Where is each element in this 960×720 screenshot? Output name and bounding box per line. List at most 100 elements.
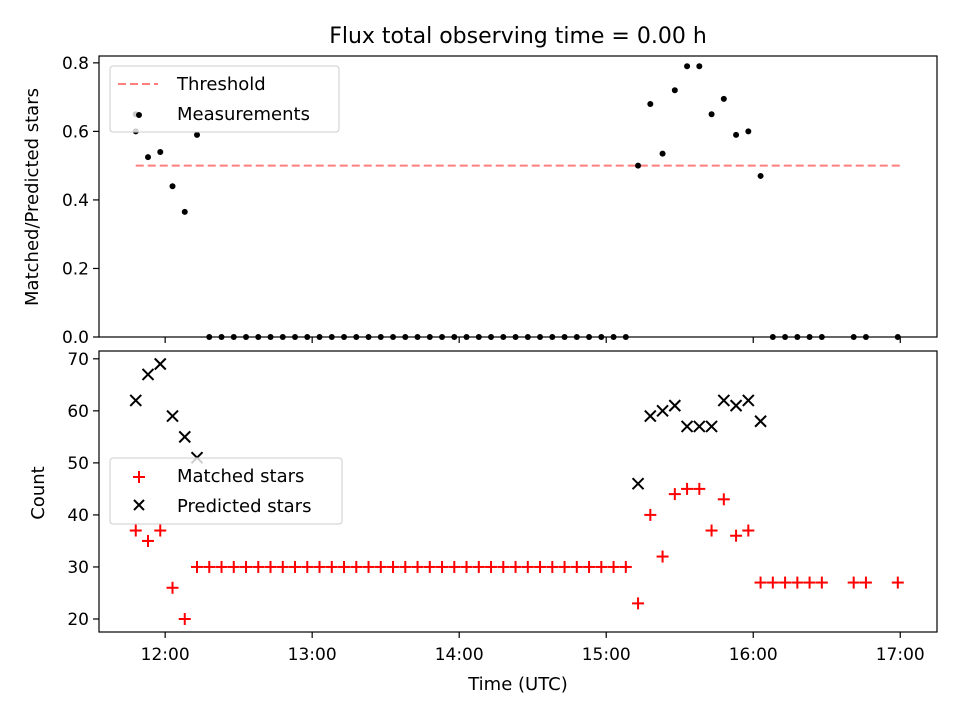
chart-title: Flux total observing time = 0.00 h: [329, 24, 707, 49]
matched-stars-point: [215, 560, 228, 573]
count-x-ticks: 12:00 13:00 14:00 15:00 16:00 17:00: [141, 632, 925, 665]
predicted-stars-point: [166, 409, 179, 423]
predicted-stars-point: [668, 399, 682, 412]
ratio-y-tick-label: 0.0: [62, 328, 89, 348]
matched-stars-point: [644, 508, 657, 521]
measurement-point: [169, 183, 176, 190]
predicted-stars-point: [754, 415, 767, 428]
x-tick-label: 12:00: [141, 645, 190, 665]
predicted-legend-swatch: [133, 499, 145, 511]
y-axis-label-count: Count: [28, 466, 49, 519]
matched-stars-point: [203, 560, 216, 573]
matched-stars-point: [570, 560, 583, 573]
measurement-point: [733, 131, 740, 138]
threshold-legend-label: Threshold: [176, 74, 266, 95]
x-tick-label: 15:00: [582, 645, 631, 665]
matched-stars-point: [558, 560, 571, 573]
ratio-x-ticks: [164, 337, 901, 343]
matched-stars-point: [595, 560, 608, 573]
ratio-y-tick-label: 0.6: [62, 122, 89, 142]
measurement-point: [635, 162, 642, 169]
ratio-legend-box: [109, 65, 340, 133]
matched-stars-point: [791, 576, 804, 589]
x-tick-label: 14:00: [435, 645, 484, 665]
matched-stars-point: [313, 560, 326, 573]
matched-stars-point: [534, 560, 547, 573]
measurement-point: [708, 111, 715, 118]
ratio-y-ticks: 0.0 0.2 0.4 0.6 0.8: [62, 54, 99, 348]
predicted-stars-point: [129, 394, 142, 407]
matched-stars-point: [742, 524, 755, 537]
matched-stars-point: [264, 560, 277, 573]
matched-stars-point: [730, 529, 743, 542]
predicted-stars-point: [154, 357, 167, 371]
predicted-stars-point: [644, 409, 657, 423]
count-y-tick-label: 50: [67, 454, 89, 474]
measurement-point: [757, 172, 764, 179]
matched-stars-point: [227, 560, 240, 573]
matched-stars-point: [325, 560, 338, 573]
matched-stars-point: [411, 560, 424, 573]
ratio-y-tick-label: 0.8: [62, 54, 89, 74]
measurement-point: [157, 148, 164, 155]
matched-stars-point: [191, 560, 204, 573]
measurement-point: [659, 150, 666, 157]
measurement-point: [720, 95, 727, 102]
measurement-point: [696, 63, 703, 70]
matched-stars-point: [497, 560, 510, 573]
predicted-stars-point: [680, 420, 694, 433]
count-y-tick-label: 30: [67, 558, 89, 578]
matched-stars-point: [338, 560, 351, 573]
matched-stars-point: [681, 482, 694, 495]
measurements-legend-label: Measurements: [177, 104, 310, 125]
matched-stars-point: [178, 612, 191, 625]
matched-stars-point: [423, 560, 436, 573]
measurements-legend-swatch: [136, 112, 142, 118]
predicted-stars-point: [178, 430, 191, 444]
matched-stars-point: [460, 560, 473, 573]
matched-stars-point: [301, 560, 314, 573]
predicted-stars-point: [729, 399, 743, 412]
measurement-point: [181, 208, 188, 215]
predicted-stars-point: [742, 394, 755, 407]
matched-stars-point: [166, 581, 179, 594]
x-tick-label: 17:00: [876, 645, 925, 665]
ratio-legend: Threshold Measurements: [109, 65, 340, 133]
matched-stars-point: [448, 560, 461, 573]
matched-stars-point: [766, 576, 779, 589]
ratio-plot-frame: [98, 55, 938, 338]
count-y-ticks: 20 30 40 50 60 70: [67, 350, 99, 630]
matched-stars-point: [847, 576, 860, 589]
matched-stars-point: [619, 560, 632, 573]
count-points: [129, 357, 904, 625]
measurement-point: [647, 100, 654, 107]
x-tick-label: 16:00: [729, 645, 778, 665]
matched-stars-point: [859, 576, 872, 589]
measurement-point: [684, 63, 691, 70]
measurement-point: [745, 128, 752, 135]
count-y-tick-label: 40: [67, 506, 89, 526]
matched-stars-point: [374, 560, 387, 573]
count-legend-box: [109, 457, 343, 525]
measurement-point: [671, 87, 678, 94]
matched-stars-point: [803, 576, 816, 589]
ratio-y-tick-label: 0.2: [62, 259, 89, 279]
measurement-point: [145, 154, 152, 161]
matched-stars-point: [472, 560, 485, 573]
matched-legend-label: Matched stars: [177, 466, 304, 487]
matched-stars-point: [289, 560, 302, 573]
count-legend: Matched stars Predicted stars: [109, 457, 343, 525]
count-y-tick-label: 20: [67, 610, 89, 630]
matched-stars-point: [276, 560, 289, 573]
measurement-point: [194, 131, 201, 138]
matched-stars-point: [436, 560, 449, 573]
count-y-tick-label: 60: [67, 402, 89, 422]
predicted-stars-point: [717, 394, 731, 407]
count-panel: Count Time (UTC) 20 30 40 50 60 70 12:00 13:00…: [28, 350, 938, 695]
matched-stars-point: [142, 534, 155, 547]
matched-stars-point: [656, 550, 669, 563]
matched-stars-point: [521, 560, 534, 573]
predicted-stars-point: [693, 420, 706, 433]
ratio-panel: Flux total observing time = 0.00 h Match…: [22, 24, 938, 348]
